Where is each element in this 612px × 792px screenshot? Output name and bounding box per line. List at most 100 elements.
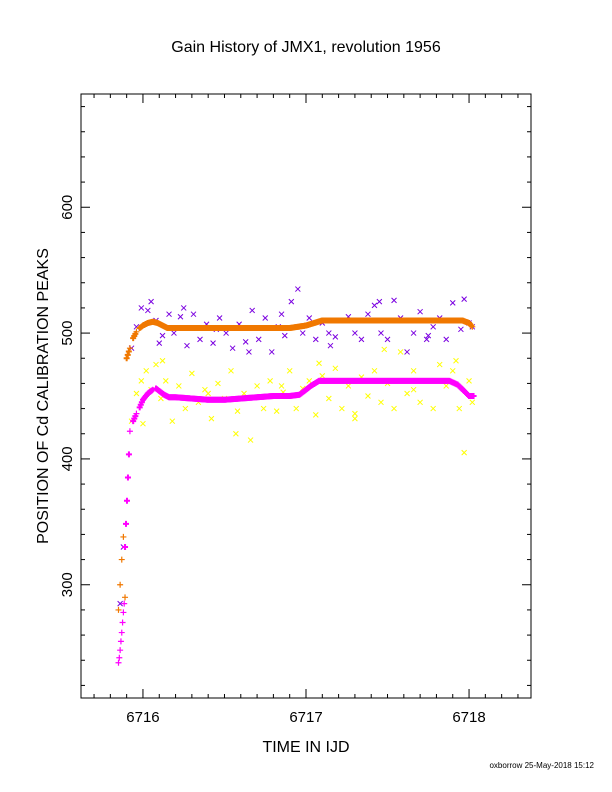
data-point-x bbox=[410, 367, 417, 374]
y-tick-label: 600 bbox=[59, 195, 76, 220]
data-point-x bbox=[453, 357, 459, 364]
data-point-plus bbox=[117, 638, 124, 645]
data-point-x bbox=[417, 399, 423, 406]
data-marks bbox=[115, 286, 477, 666]
data-point-x bbox=[216, 315, 223, 321]
data-point-x bbox=[410, 386, 417, 393]
chart-title: Gain History of JMX1, revolution 1956 bbox=[171, 39, 441, 56]
data-point-plus bbox=[115, 606, 122, 613]
data-point-x bbox=[358, 336, 365, 343]
data-point-x bbox=[352, 410, 358, 417]
data-point-x bbox=[260, 405, 267, 412]
data-point-plus bbox=[122, 544, 129, 550]
data-point-x bbox=[247, 437, 254, 443]
data-point-plus bbox=[148, 387, 155, 394]
data-point-x bbox=[397, 349, 404, 355]
data-point-x bbox=[138, 378, 145, 384]
data-point-x bbox=[189, 370, 195, 377]
data-point-x bbox=[312, 412, 319, 418]
data-point-x bbox=[391, 405, 397, 412]
data-point-x bbox=[140, 420, 146, 427]
data-point-x bbox=[171, 330, 177, 336]
series-3 bbox=[128, 346, 476, 456]
footer-credit: oxborrow 25-May-2018 15:12 bbox=[489, 761, 594, 770]
data-point-x bbox=[228, 367, 234, 374]
tick-labels: 6716 6717 6718 300 400 500 600 bbox=[59, 195, 486, 726]
data-point-x bbox=[384, 336, 391, 343]
y-tick-label: 300 bbox=[59, 572, 76, 597]
data-point-x bbox=[319, 373, 326, 379]
data-point-x bbox=[190, 311, 197, 318]
data-point-x bbox=[153, 361, 159, 368]
data-point-x bbox=[378, 399, 384, 406]
data-point-x bbox=[166, 311, 172, 318]
data-point-plus bbox=[120, 533, 127, 540]
data-point-x bbox=[159, 357, 166, 364]
data-point-x bbox=[210, 340, 216, 347]
data-point-x bbox=[175, 383, 182, 389]
data-point-x bbox=[143, 367, 150, 374]
data-point-x bbox=[371, 367, 378, 374]
data-point-x bbox=[268, 349, 275, 355]
data-point-plus bbox=[124, 351, 131, 358]
data-point-x bbox=[246, 349, 252, 355]
data-point-x bbox=[466, 378, 472, 384]
y-tick-label: 500 bbox=[59, 321, 76, 346]
x-tick-label: 6718 bbox=[452, 709, 485, 726]
x-tick-label: 6716 bbox=[126, 709, 159, 726]
data-point-x bbox=[425, 332, 432, 339]
data-point-plus bbox=[116, 654, 123, 661]
data-point-x bbox=[215, 380, 221, 387]
data-point-x bbox=[162, 378, 169, 384]
data-point-plus bbox=[121, 600, 128, 607]
data-point-x bbox=[365, 311, 371, 318]
data-point-x bbox=[365, 393, 371, 399]
data-point-plus bbox=[118, 556, 125, 563]
data-point-x bbox=[430, 405, 437, 412]
y-axis-label: POSITION OF Cd CALIBRATION PEAKS bbox=[35, 248, 52, 544]
data-point-plus bbox=[126, 428, 133, 435]
data-point-plus bbox=[468, 322, 475, 329]
data-point-x bbox=[234, 408, 241, 414]
data-point-x bbox=[430, 323, 437, 330]
data-point-x bbox=[229, 345, 236, 352]
x-tick-label: 6717 bbox=[289, 709, 322, 726]
y-tick-label: 400 bbox=[59, 446, 76, 471]
data-point-x bbox=[294, 286, 301, 292]
data-point-x bbox=[223, 330, 229, 336]
data-point-x bbox=[273, 408, 280, 414]
data-point-plus bbox=[124, 474, 131, 481]
data-point-plus bbox=[117, 647, 124, 654]
series-1 bbox=[115, 377, 477, 666]
data-point-x bbox=[436, 361, 443, 368]
data-point-x bbox=[306, 315, 313, 321]
data-point-x bbox=[469, 399, 476, 406]
data-point-x bbox=[443, 336, 450, 343]
data-point-x bbox=[262, 315, 269, 321]
data-point-x bbox=[278, 311, 285, 318]
data-point-x bbox=[404, 349, 410, 355]
data-point-x bbox=[205, 390, 212, 397]
data-point-plus bbox=[125, 451, 132, 458]
data-point-x bbox=[376, 298, 383, 305]
data-point-x bbox=[180, 305, 187, 311]
x-axis-label: TIME IN IJD bbox=[262, 739, 349, 756]
data-point-x bbox=[316, 360, 322, 367]
data-point-x bbox=[443, 383, 450, 389]
data-point-x bbox=[325, 330, 332, 336]
data-point-x bbox=[332, 365, 339, 372]
data-point-x bbox=[182, 405, 189, 412]
data-point-x bbox=[254, 383, 260, 389]
data-point-x bbox=[391, 297, 397, 304]
data-point-plus bbox=[470, 393, 477, 399]
data-point-x bbox=[281, 332, 288, 339]
data-point-x bbox=[352, 415, 358, 422]
data-point-plus bbox=[133, 410, 140, 417]
data-point-x bbox=[197, 336, 203, 343]
data-point-plus bbox=[469, 323, 476, 330]
data-point-x bbox=[288, 298, 295, 305]
data-point-plus bbox=[118, 629, 125, 636]
data-point-x bbox=[159, 332, 166, 339]
data-point-x bbox=[117, 600, 123, 607]
